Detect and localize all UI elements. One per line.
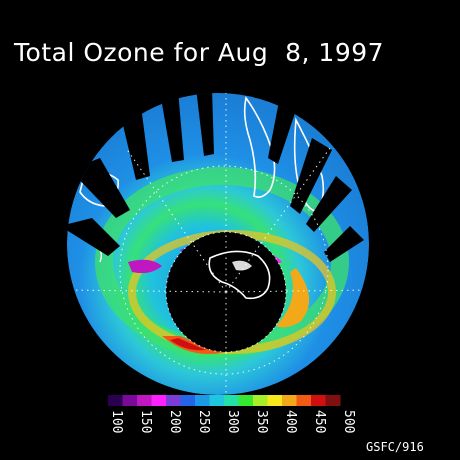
- colorbar-swatch: [267, 395, 283, 406]
- map-title: Total Ozone for Aug 8, 1997: [14, 38, 385, 67]
- colorbar-swatch: [108, 395, 123, 406]
- ozone-low-patch-west: [128, 259, 162, 274]
- colorbar-tick-label: 250: [196, 410, 211, 433]
- lat-lon-grid: [67, 93, 369, 395]
- colorbar-tick-label: 500: [341, 410, 356, 433]
- colorbar-tick-label: 200: [167, 410, 182, 433]
- colorbar-swatch: [253, 395, 268, 406]
- antarctic-peninsula: [232, 260, 252, 271]
- colorbar-swatch: [166, 395, 181, 406]
- colorbar-swatch: [195, 395, 210, 406]
- colorbar-tick-label: 100: [109, 410, 124, 433]
- ozone-high-arc: [276, 268, 310, 328]
- colorbar-swatch: [282, 395, 297, 406]
- colorbar-swatch: [151, 395, 167, 406]
- colorbar: 100 150 200 250 300 350 400 450 500: [108, 395, 356, 433]
- credit-label: GSFC/916: [366, 440, 424, 454]
- colorbar-swatch: [296, 395, 312, 406]
- colorbar-swatch: [238, 395, 254, 406]
- globe-layer: [67, 93, 369, 395]
- colorbar-swatch: [122, 395, 138, 406]
- antarctica-coastline: [208, 250, 271, 300]
- colorbar-tick-label: 150: [138, 410, 153, 433]
- colorbar-swatch: [137, 395, 152, 406]
- colorbar-swatch: [224, 395, 239, 406]
- colorbar-swatch: [311, 395, 326, 406]
- colorbar-tick-label: 350: [254, 410, 269, 433]
- colorbar-swatch: [325, 395, 341, 406]
- colorbar-tick-label: 450: [312, 410, 327, 433]
- colorbar-tick-label: 400: [283, 410, 298, 433]
- colorbar-swatch: [209, 395, 225, 406]
- colorbar-swatch: [180, 395, 196, 406]
- colorbar-tick-label: 300: [225, 410, 240, 433]
- ozone-max-spot: [170, 338, 206, 351]
- south-america-outline: [243, 96, 276, 198]
